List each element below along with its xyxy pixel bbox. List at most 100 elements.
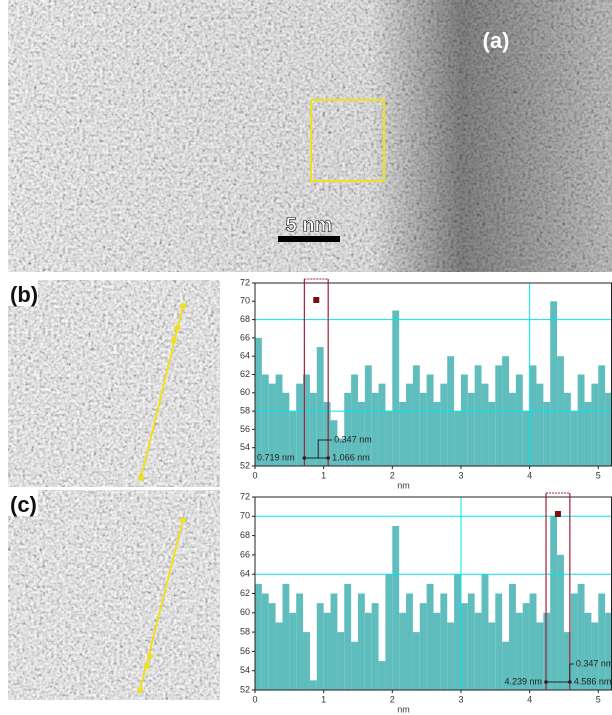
spacing-bracket [317,439,333,458]
bar [509,583,516,690]
bar [289,411,297,466]
y-tick-label: 70 [240,296,250,306]
bar [557,554,564,690]
bar [296,383,304,466]
bar [399,401,407,466]
bar [591,622,599,690]
bar [303,632,310,690]
bar [412,632,420,690]
cursor-label: 4.239 nm [504,676,542,686]
bar [426,374,434,466]
y-tick-label: 52 [240,460,250,470]
y-tick-label: 68 [240,530,250,540]
x-tick-label: 4 [527,470,532,480]
bar [454,574,461,690]
cursor-dot [544,680,548,684]
cursor-dot [302,456,307,460]
bar [543,401,551,466]
bar [364,365,372,466]
bar [536,622,544,690]
y-tick-label: 68 [240,314,250,324]
bar [577,583,585,690]
y-tick-label: 56 [240,646,250,656]
scale-bar [278,236,340,242]
bar [488,622,496,690]
bar [378,383,386,466]
bar [467,593,475,690]
bar [481,574,489,690]
bar [371,392,379,466]
y-tick-label: 66 [240,549,250,559]
y-tick-label: 62 [240,588,250,598]
bar [584,401,592,466]
bar [261,374,269,466]
bar [378,661,386,690]
panel-label: (a) [483,28,510,53]
bar [371,603,379,690]
bar [316,603,324,690]
bar [563,392,571,466]
bar [577,374,585,466]
bar [495,365,503,466]
bar [522,603,530,690]
bar [268,603,276,690]
bar [309,680,317,690]
bar [584,612,592,690]
bar [392,525,400,690]
bar [570,593,578,690]
cursor-label: 1.066 nm [332,452,370,462]
y-tick-label: 60 [240,607,250,617]
bar [591,383,599,466]
bar [454,411,461,466]
bar [467,392,475,466]
bar [351,641,358,690]
bar [570,411,578,466]
bar [364,612,372,690]
x-tick-label: 0 [252,470,257,480]
bar [392,310,400,466]
spacing-bracket [569,663,574,682]
bar [529,365,537,466]
y-tick-label: 64 [240,351,250,361]
bar [268,383,276,466]
bar [344,392,352,466]
bar [474,612,482,690]
y-tick-label: 72 [240,277,250,287]
bar [255,583,262,690]
bar [399,612,407,690]
panel-label: (b) [10,282,38,307]
spacing-label: 0.347 nm [334,434,372,444]
x-tick-label: 5 [596,470,601,480]
bar [261,593,269,690]
y-tick-label: 66 [240,332,250,342]
x-tick-label: 1 [321,694,326,704]
x-tick-label: 2 [390,694,395,704]
cursor-marker [313,297,320,303]
panel-label: (c) [10,492,37,517]
y-tick-label: 60 [240,387,250,397]
bar [289,612,297,690]
bar [412,365,420,466]
bar [605,392,612,466]
x-tick-label: 3 [458,470,463,480]
bar [406,593,413,690]
bar [357,401,365,466]
bar [419,603,427,690]
x-tick-label: 0 [252,694,257,704]
y-tick-label: 58 [240,405,250,415]
y-tick-label: 58 [240,626,250,636]
bar [323,612,331,690]
bar [275,374,283,466]
y-tick-label: 64 [240,569,250,579]
x-axis-label: nm [397,704,410,714]
cursor-label: 0.719 nm [257,452,295,462]
cursor-marker [554,511,561,517]
bar [536,383,544,466]
y-tick-label: 54 [240,442,250,452]
panel-a-image [8,0,612,272]
spacing-label: 0.347 nm [576,658,612,668]
x-tick-label: 5 [596,694,601,704]
x-tick-label: 1 [321,470,326,480]
